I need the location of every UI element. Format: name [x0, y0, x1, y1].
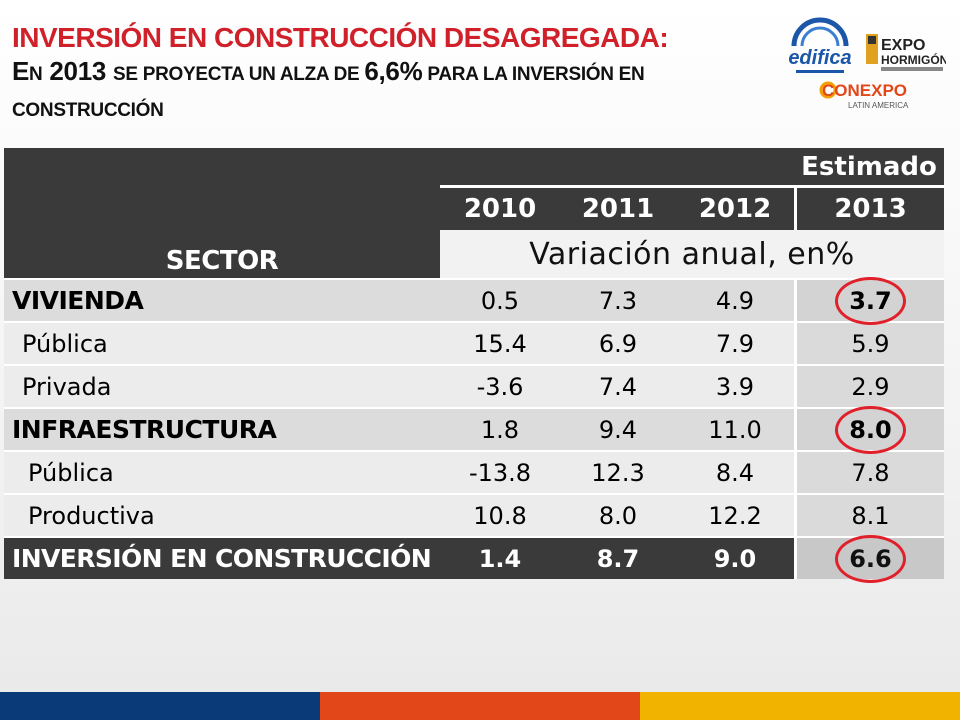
edifica-logo-text: edifica [788, 47, 851, 69]
circled-value: 8.0 [835, 405, 906, 454]
title-line-1: INVERSIÓN EN CONSTRUCCIÓN DESAGREGADA: [12, 22, 669, 53]
cell-estimate: 8.0 [794, 405, 944, 454]
table-row: Pública 15.4 6.9 7.9 5.9 [4, 321, 944, 364]
slide-title: INVERSIÓN EN CONSTRUCCIÓN DESAGREGADA: E… [12, 22, 732, 128]
cell-value: 11.0 [676, 407, 794, 450]
table-row: Pública -13.8 12.3 8.4 7.8 [4, 450, 944, 493]
cell-value: 12.3 [560, 450, 676, 493]
sector-header: SECTOR [4, 148, 440, 278]
cell-estimate: 6.6 [794, 534, 944, 583]
row-sector: Privada [4, 364, 440, 407]
table-row: Productiva 10.8 8.0 12.2 8.1 [4, 493, 944, 536]
table-row: Privada -3.6 7.4 3.9 2.9 [4, 364, 944, 407]
cell-value: 7.4 [560, 364, 676, 407]
title-text-c: CONSTRUCCIÓN [12, 100, 164, 121]
cell-value: 0.5 [440, 278, 560, 321]
cell-value: 8.0 [560, 493, 676, 536]
title-year: 2013 [42, 56, 113, 86]
variation-subheader: Variación anual, en% [440, 230, 944, 278]
table-row: INFRAESTRUCTURA 1.8 9.4 11.0 8.0 [4, 405, 944, 454]
cell-estimate: 2.9 [794, 364, 944, 407]
edifica-logo: edifica [788, 17, 852, 73]
header-spacer [440, 148, 794, 188]
sponsor-logos: edifica EXPO HORMIGÓN CONEXPO LATIN AMER… [770, 12, 950, 112]
hormigon-text: HORMIGÓN [881, 52, 946, 67]
title-text-a: SE PROYECTA UN ALZA DE [112, 64, 365, 85]
cell-value: 8.7 [560, 536, 676, 579]
year-header-2010: 2010 [440, 188, 560, 230]
title-line-2: EN 2013 SE PROYECTA UN ALZA DE 6,6% PARA… [12, 54, 732, 92]
cell-value: 1.4 [440, 536, 560, 579]
cell-value: 9.4 [560, 407, 676, 450]
cell-value: 4.9 [676, 278, 794, 321]
row-sector: Pública [4, 321, 440, 364]
year-header-2012: 2012 [676, 188, 794, 230]
footer-segment-blue [0, 692, 320, 720]
footer-segment-orange [320, 692, 640, 720]
footer-color-bar [0, 692, 960, 720]
cell-value: 9.0 [676, 536, 794, 579]
cell-estimate: 7.8 [794, 450, 944, 493]
cell-value: 10.8 [440, 493, 560, 536]
cell-estimate: 5.9 [794, 321, 944, 364]
cell-estimate: 3.7 [794, 276, 944, 325]
table-row-total: INVERSIÓN EN CONSTRUCCIÓN 1.4 8.7 9.0 6.… [4, 534, 944, 583]
cell-value: 8.4 [676, 450, 794, 493]
cell-estimate: 8.1 [794, 493, 944, 536]
cell-value: -13.8 [440, 450, 560, 493]
title-text-b: PARA LA INVERSIÓN EN [422, 64, 645, 85]
cell-value: 15.4 [440, 321, 560, 364]
title-smallcap-n: N [29, 64, 43, 85]
year-header-2011: 2011 [560, 188, 676, 230]
investment-table: SECTOR Estimado 2010 2011 2012 2013 Vari… [4, 148, 944, 583]
cell-value: 1.8 [440, 407, 560, 450]
row-sector: Productiva [4, 493, 440, 536]
title-initial: E [12, 56, 30, 86]
conexpo-logo: CONEXPO LATIN AMERICA [819, 81, 909, 110]
cell-value: -3.6 [440, 364, 560, 407]
row-sector: Pública [4, 450, 440, 493]
table-row: VIVIENDA 0.5 7.3 4.9 3.7 [4, 276, 944, 325]
estimado-header: Estimado [794, 148, 944, 188]
footer-segment-yellow [640, 692, 960, 720]
title-percent: 6,6% [364, 56, 423, 86]
row-sector: INFRAESTRUCTURA [4, 407, 440, 450]
row-sector: VIVIENDA [4, 278, 440, 321]
expo-hormigon-logo: EXPO HORMIGÓN [866, 34, 946, 71]
cell-value: 6.9 [560, 321, 676, 364]
sector-header-label: SECTOR [165, 246, 279, 276]
circled-value: 3.7 [835, 276, 906, 325]
cell-value: 7.3 [560, 278, 676, 321]
cell-value: 12.2 [676, 493, 794, 536]
cell-value: 3.9 [676, 364, 794, 407]
title-line-3: CONSTRUCCIÓN [12, 90, 732, 128]
expo-text: EXPO [881, 37, 925, 54]
row-sector: INVERSIÓN EN CONSTRUCCIÓN [4, 536, 440, 579]
circled-value: 6.6 [835, 534, 906, 583]
cell-value: 7.9 [676, 321, 794, 364]
year-header-2013: 2013 [794, 188, 944, 230]
conexpo-text: CONEXPO [822, 81, 907, 100]
latin-america-text: LATIN AMERICA [848, 101, 909, 110]
